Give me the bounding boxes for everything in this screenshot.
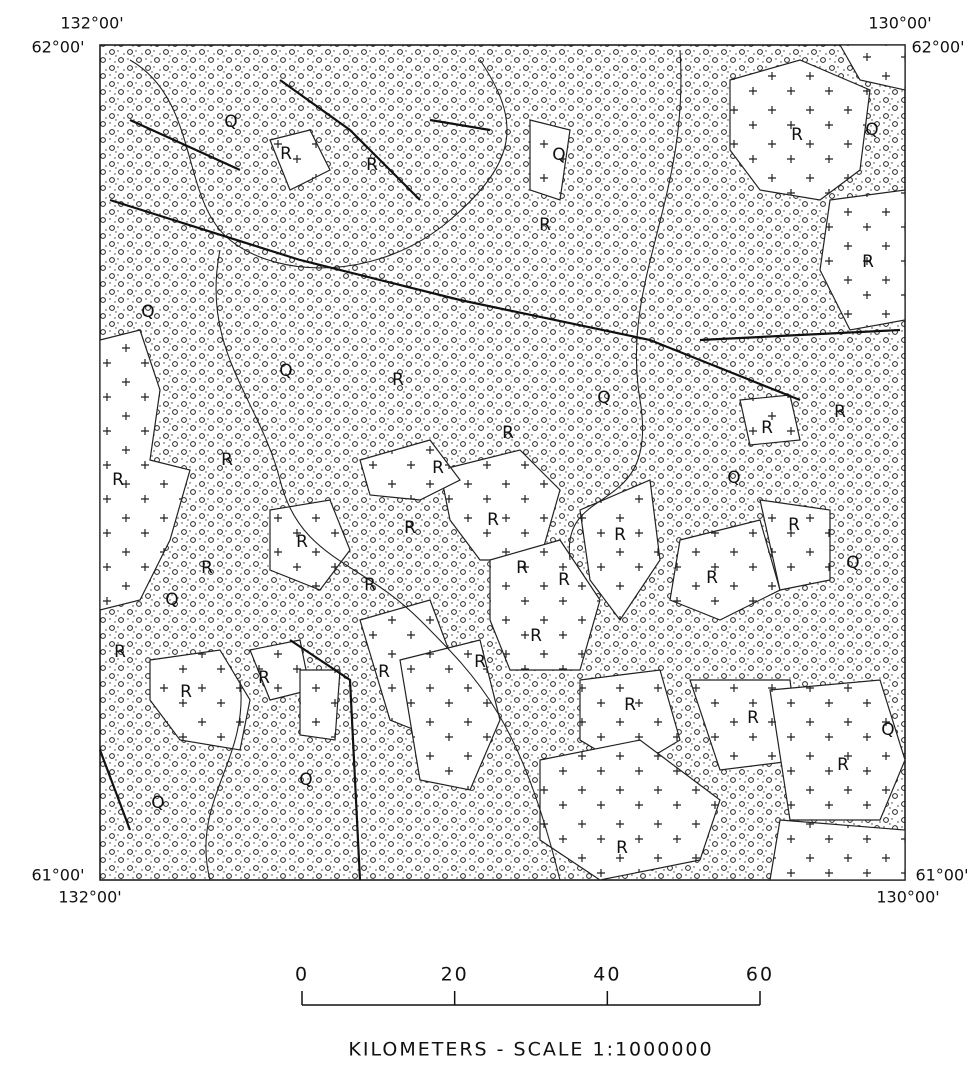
map-unit-label: Q	[881, 720, 894, 740]
map-unit-label: R	[487, 510, 499, 530]
corner-coordinate: 132°00'	[60, 14, 123, 33]
corner-coordinate: 132°00'	[58, 888, 121, 907]
map-unit-label: R	[862, 252, 874, 272]
map-unit-label: R	[837, 755, 849, 775]
map-unit-label: Q	[299, 770, 312, 790]
map-unit-label: R	[614, 525, 626, 545]
corner-coordinate: 130°00'	[868, 14, 931, 33]
scale-tick-label: 0	[295, 964, 309, 986]
map-unit-label: Q	[279, 361, 292, 381]
map-unit-label: R	[516, 558, 528, 578]
map-unit-label: R	[791, 125, 803, 145]
map-unit-label: R	[258, 668, 270, 688]
map-unit-label: R	[364, 575, 376, 595]
map-unit-label: R	[114, 642, 126, 662]
map-unit-label: R	[404, 518, 416, 538]
map-unit-label: R	[747, 708, 759, 728]
scale-tick-label: 40	[593, 964, 621, 986]
map-unit-label: R	[378, 662, 390, 682]
map-unit-label: Q	[165, 590, 178, 610]
map-unit-label: R	[221, 450, 233, 470]
map-unit-label: R	[296, 532, 308, 552]
corner-coordinate: 61°00'	[915, 866, 968, 885]
map-unit-label: R	[432, 458, 444, 478]
corner-coordinate: 130°00'	[876, 888, 939, 907]
corner-coordinate: 61°00'	[31, 866, 84, 885]
corner-coordinate: 62°00'	[31, 38, 84, 57]
map-unit-label: R	[280, 144, 292, 164]
map-unit-label: R	[539, 215, 551, 235]
map-unit-label: Q	[865, 120, 878, 140]
map-unit-label: Q	[141, 302, 154, 322]
map-unit-label: R	[474, 652, 486, 672]
scale-tick-label: 60	[746, 964, 774, 986]
map-unit-label: Q	[224, 112, 237, 132]
map-unit-label: R	[502, 423, 514, 443]
map-unit-label: R	[616, 838, 628, 858]
map-frame	[98, 44, 906, 881]
map-unit-label: R	[558, 570, 570, 590]
scale-tick-label: 20	[441, 964, 469, 986]
map-unit-label: R	[392, 370, 404, 390]
map-unit-label: R	[788, 515, 800, 535]
scale-bar: 0 20 40 60 KILOMETERS - SCALE 1:1000000	[295, 964, 774, 1061]
scale-caption: KILOMETERS - SCALE 1:1000000	[348, 1039, 713, 1061]
map-unit-label: R	[201, 558, 213, 578]
map-unit-label: R	[706, 568, 718, 588]
map-unit-label: R	[180, 682, 192, 702]
map-unit-label: R	[834, 402, 846, 422]
map-unit-label: R	[366, 155, 378, 175]
map-unit-label: Q	[727, 468, 740, 488]
map-unit-label: R	[761, 418, 773, 438]
map-unit-label: R	[530, 626, 542, 646]
corner-coordinate: 62°00'	[911, 38, 964, 57]
map-unit-label: Q	[552, 145, 565, 165]
unit-labels: Q Q Q Q Q Q Q Q Q Q Q Q R R R R R R R R R R R R R R R R R R R R R R R R R R R R…	[112, 112, 895, 858]
map-unit-label: Q	[846, 553, 859, 573]
map-unit-label: Q	[151, 793, 164, 813]
map-unit-label: R	[112, 470, 124, 490]
map-unit-label: R	[624, 695, 636, 715]
map-unit-label: Q	[597, 388, 610, 408]
